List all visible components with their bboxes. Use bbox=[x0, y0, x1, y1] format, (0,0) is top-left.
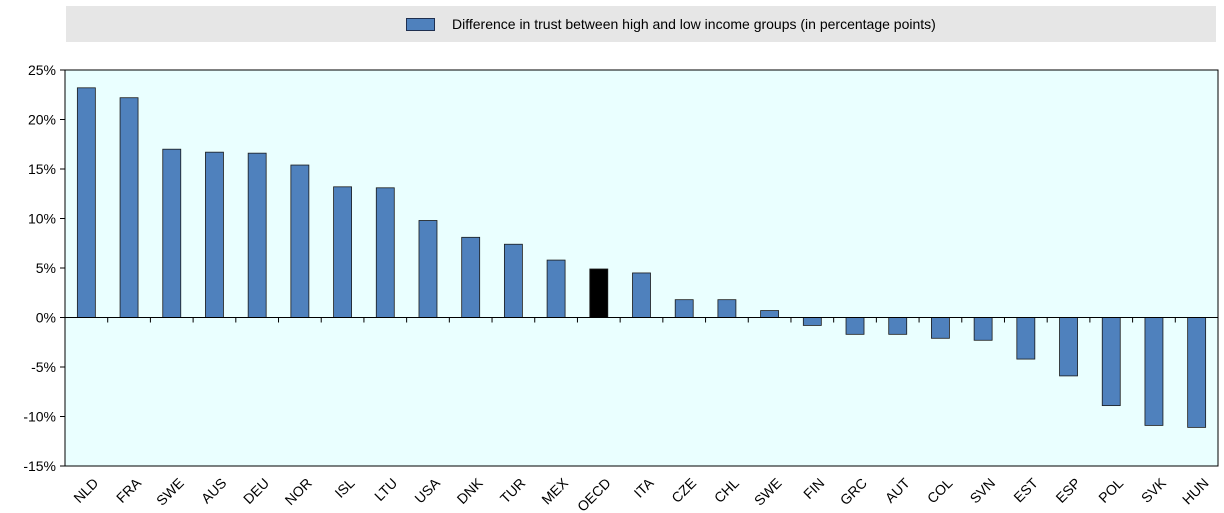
y-tick-label: 10% bbox=[28, 211, 56, 227]
bar-tur bbox=[503, 243, 523, 318]
bar-cze bbox=[674, 299, 694, 318]
bar-grc bbox=[845, 317, 865, 335]
bar-chl bbox=[717, 299, 737, 318]
y-tick-label: -15% bbox=[23, 458, 56, 474]
x-tick-label-tur: TUR bbox=[497, 475, 529, 507]
x-tick-label-usa: USA bbox=[411, 474, 443, 506]
plot-area bbox=[65, 70, 1218, 466]
bar-svk bbox=[1144, 317, 1164, 426]
x-tick-label-pol: POL bbox=[1095, 475, 1126, 506]
bar-est bbox=[1016, 317, 1036, 360]
x-tick-label-fin: FIN bbox=[800, 475, 827, 502]
x-tick-label-hun: HUN bbox=[1179, 475, 1212, 508]
bar-deu bbox=[247, 152, 267, 318]
x-tick-label-isl: ISL bbox=[331, 475, 357, 501]
bar-usa bbox=[418, 220, 438, 318]
x-tick-label-svk: SVK bbox=[1138, 474, 1170, 506]
x-tick-label-esp: ESP bbox=[1052, 475, 1083, 506]
bar-ltu bbox=[375, 187, 395, 318]
bar-svn bbox=[973, 317, 993, 341]
x-tick-label-svn: SVN bbox=[967, 475, 999, 507]
x-tick-label-mex: MEX bbox=[538, 474, 571, 507]
bar-fra bbox=[119, 97, 139, 318]
x-tick-label-oecd: OECD bbox=[574, 475, 614, 513]
bar-oecd bbox=[589, 268, 609, 318]
x-tick-label-swe: SWE bbox=[751, 475, 785, 509]
y-tick-label: -10% bbox=[23, 409, 56, 425]
legend-swatch bbox=[406, 18, 435, 31]
bar-nor bbox=[290, 164, 310, 318]
bar-aus bbox=[205, 151, 224, 318]
y-tick-label: 15% bbox=[28, 161, 56, 177]
x-tick-label-nld: NLD bbox=[70, 475, 101, 506]
x-tick-label-aut: AUT bbox=[882, 474, 913, 505]
bar-esp bbox=[1059, 317, 1078, 377]
legend-label: Difference in trust between high and low… bbox=[452, 16, 936, 32]
bar-ita bbox=[632, 272, 651, 318]
y-tick-label: -5% bbox=[31, 359, 56, 375]
x-tick-label-cze: CZE bbox=[668, 475, 699, 506]
y-tick-label: 0% bbox=[36, 310, 56, 326]
bar-swe bbox=[162, 148, 182, 318]
plot-frame bbox=[64, 69, 1219, 467]
x-tick-label-dnk: DNK bbox=[454, 474, 487, 507]
bar-nld bbox=[76, 87, 96, 318]
bar-pol bbox=[1101, 317, 1121, 407]
bar-col bbox=[931, 317, 950, 339]
y-tick-label: 20% bbox=[28, 112, 56, 128]
bar-dnk bbox=[461, 236, 481, 318]
bar-swe bbox=[760, 310, 780, 318]
x-tick-label-fra: FRA bbox=[113, 474, 145, 506]
x-tick-label-est: EST bbox=[1010, 474, 1041, 505]
x-tick-label-grc: GRC bbox=[837, 475, 870, 508]
x-tick-label-deu: DEU bbox=[240, 475, 272, 507]
y-tick-label: 25% bbox=[28, 62, 56, 78]
bar-aut bbox=[888, 317, 908, 335]
x-tick-label-swe: SWE bbox=[153, 475, 187, 509]
x-tick-label-aus: AUS bbox=[198, 475, 230, 507]
x-tick-label-ita: ITA bbox=[631, 474, 657, 500]
x-tick-label-nor: NOR bbox=[282, 475, 315, 508]
legend: Difference in trust between high and low… bbox=[66, 6, 1216, 42]
x-tick-label-chl: CHL bbox=[711, 475, 742, 506]
bar-mex bbox=[546, 259, 566, 318]
x-tick-label-ltu: LTU bbox=[371, 475, 400, 504]
y-tick-label: 5% bbox=[36, 260, 56, 276]
bar-hun bbox=[1187, 317, 1207, 428]
bar-fin bbox=[802, 317, 822, 326]
bar-isl bbox=[333, 186, 352, 318]
x-tick-label-col: COL bbox=[924, 475, 956, 507]
